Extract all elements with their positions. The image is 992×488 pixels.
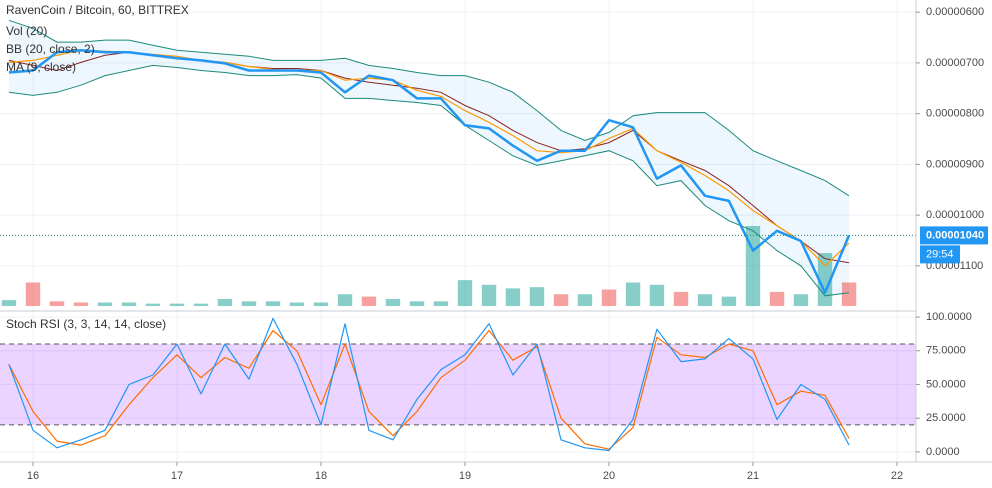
- x-tick-label: 18: [315, 470, 327, 482]
- bb-fill: [8, 20, 850, 296]
- volume-bar: [553, 294, 569, 306]
- x-tick-label: 21: [747, 470, 759, 482]
- y-tick-label: 75.0000: [926, 345, 966, 357]
- volume-bar: [217, 298, 233, 306]
- series-line: [8, 48, 851, 294]
- chart-title: RavenCoin / Bitcoin, 60, BITTREX: [6, 3, 189, 17]
- volume-bar: [721, 296, 737, 306]
- timer-box: [920, 245, 960, 264]
- volume-bar: [529, 287, 545, 306]
- volume-bar: [1, 300, 17, 306]
- y-tick-label: 0.00000600: [926, 6, 984, 18]
- bb-upper: [8, 64, 850, 297]
- timer: 29:54: [926, 248, 954, 260]
- volume-bar: [697, 294, 713, 306]
- volume-bar: [49, 301, 65, 306]
- stoch-pane: [0, 311, 916, 462]
- price-pane: [0, 0, 916, 311]
- volume-bar: [649, 284, 665, 306]
- y-tick-label: 0.00001000: [926, 209, 984, 221]
- volume-bar: [145, 303, 161, 306]
- volume-bar: [673, 291, 689, 306]
- volume-bar: [265, 301, 281, 306]
- bb-lower: [8, 19, 850, 197]
- volume-bar: [625, 282, 641, 306]
- volume-bar: [577, 294, 593, 306]
- last-price-label: 0.00001040: [926, 229, 984, 241]
- y-tick-label: 0.00000700: [926, 57, 984, 69]
- volume-bar: [385, 298, 401, 306]
- volume-bar: [793, 294, 809, 306]
- volume-bar: [409, 301, 425, 306]
- y-tick-label: 0.00000900: [926, 158, 984, 170]
- volume-bar: [289, 302, 305, 306]
- volume-bar: [457, 280, 473, 306]
- stoch-legend: Stoch RSI (3, 3, 14, 14, close): [6, 317, 166, 331]
- volume-bar: [121, 302, 137, 306]
- volume-bar: [241, 301, 257, 306]
- volume-bar: [769, 291, 785, 306]
- y-tick-label: 100.0000: [926, 311, 972, 323]
- y-tick-label: 25.0000: [926, 412, 966, 424]
- volume-bar: [505, 288, 521, 306]
- y-tick-label: 50.0000: [926, 378, 966, 390]
- volume-bar: [601, 289, 617, 306]
- volume-bar: [841, 282, 857, 306]
- volume-bar: [481, 284, 497, 306]
- volume-bar: [193, 303, 209, 306]
- volume-bar: [25, 282, 41, 306]
- bb-legend: BB (20, close, 2): [6, 42, 95, 56]
- volume-bar: [97, 302, 113, 306]
- volume-legend: Vol (20): [6, 24, 47, 38]
- last-price-box: [920, 226, 988, 245]
- band-fill: [0, 344, 916, 425]
- volume-bar: [313, 302, 329, 306]
- x-tick-label: 19: [459, 470, 471, 482]
- volume-bar: [361, 296, 377, 306]
- volume-bar: [817, 253, 833, 306]
- x-tick-label: 20: [603, 470, 615, 482]
- volume-bar: [337, 294, 353, 306]
- x-tick-label: 17: [171, 470, 183, 482]
- ma-legend: MA (9, close): [6, 60, 76, 74]
- series-line: [8, 317, 850, 452]
- volume-bar: [73, 302, 89, 306]
- y-tick-label: 0.0000: [926, 446, 960, 458]
- y-tick-label: 0.00000800: [926, 108, 984, 120]
- volume-bar: [433, 301, 449, 306]
- volume-bar: [169, 303, 185, 306]
- x-tick-label: 22: [891, 470, 903, 482]
- x-tick-label: 16: [27, 470, 39, 482]
